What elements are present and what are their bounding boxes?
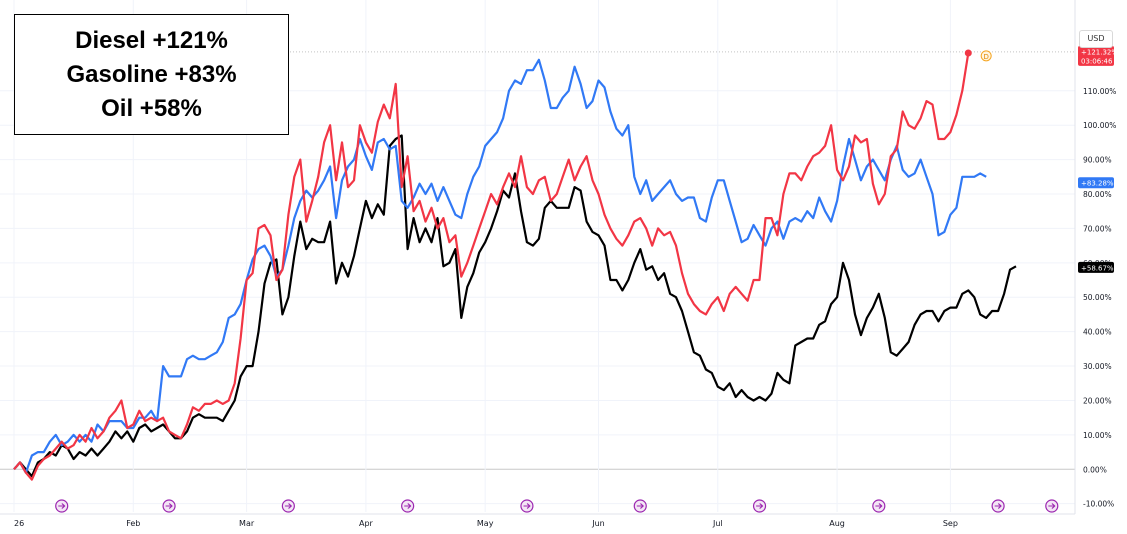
y-tick-label: 50.00%: [1083, 293, 1112, 302]
oil-last-value-text: +58.67%: [1081, 264, 1114, 272]
diesel-countdown-text: 03:06:46: [1081, 57, 1113, 65]
gasoline-last-value-label: +83.28%: [1078, 177, 1114, 189]
x-tick-label: Jun: [591, 519, 605, 528]
dividend-marker[interactable]: [980, 50, 992, 62]
event-marker[interactable]: [633, 499, 647, 513]
y-tick-label: 10.00%: [1083, 431, 1112, 440]
event-marker[interactable]: [520, 499, 534, 513]
x-tick-label: May: [477, 519, 494, 528]
oil-last-value-label: +58.67%: [1078, 261, 1114, 273]
y-tick-label: 20.00%: [1083, 396, 1112, 405]
event-marker[interactable]: [991, 499, 1005, 513]
event-marker[interactable]: [872, 499, 886, 513]
gasoline-last-value-text: +83.28%: [1081, 180, 1114, 188]
event-marker[interactable]: [1045, 499, 1059, 513]
x-tick-label: Aug: [829, 519, 845, 528]
y-tick-label: 30.00%: [1083, 362, 1112, 371]
y-tick-label: 0.00%: [1083, 465, 1107, 474]
legend-box: Diesel +121% Gasoline +83% Oil +58%: [14, 14, 289, 135]
x-tick-label: Mar: [239, 519, 255, 528]
gasoline-line: [13, 58, 987, 474]
dividend-marker-label: D: [983, 53, 988, 61]
y-tick-label: 100.00%: [1083, 121, 1116, 130]
y-tick-label: 40.00%: [1083, 328, 1112, 337]
y-axis: -10.00% 0.00% 10.00% 20.00% 30.00% 40.00% 50.0…: [1074, 0, 1116, 514]
y-tick-label: 80.00%: [1083, 190, 1112, 199]
legend-diesel: Diesel +121%: [75, 26, 228, 54]
x-axis: 26 Feb Mar Apr May Jun Jul Aug Sep: [0, 513, 1075, 528]
event-marker[interactable]: [401, 499, 415, 513]
last-value-labels: +121.32%03:06:46 +83.28% +58.67%: [1078, 45, 1118, 273]
series-lines: [13, 49, 1017, 481]
legend-oil: Oil +58%: [101, 94, 202, 122]
x-tick-label: Sep: [943, 519, 958, 528]
diesel-line: [13, 52, 970, 481]
y-tick-label: -10.00%: [1083, 500, 1114, 509]
x-tick-label: 26: [14, 519, 24, 528]
diesel-last-value-label: +121.32%03:06:46: [1078, 45, 1118, 66]
currency-selector[interactable]: USD: [1079, 30, 1113, 48]
y-tick-label: 70.00%: [1083, 224, 1112, 233]
event-markers[interactable]: D: [55, 50, 1059, 513]
x-tick-label: Apr: [359, 519, 374, 528]
event-marker[interactable]: [162, 499, 176, 513]
diesel-last-value-text: +121.32%: [1081, 48, 1118, 56]
event-marker[interactable]: [55, 499, 69, 513]
event-marker[interactable]: [281, 499, 295, 513]
y-tick-label: 110.00%: [1083, 87, 1116, 96]
x-tick-label: Feb: [126, 519, 140, 528]
y-tick-label: 90.00%: [1083, 156, 1112, 165]
diesel-end-dot: [964, 49, 972, 57]
event-marker[interactable]: [752, 499, 767, 513]
legend-gasoline: Gasoline +83%: [66, 60, 237, 88]
x-tick-label: Jul: [712, 519, 723, 528]
